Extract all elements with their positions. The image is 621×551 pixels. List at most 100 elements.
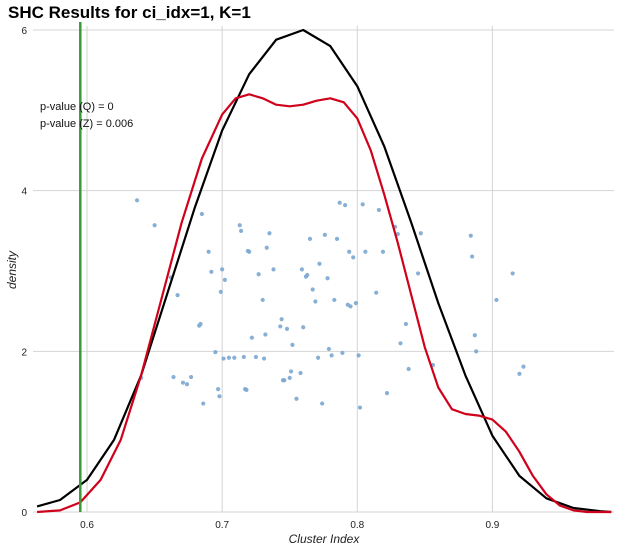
data-point xyxy=(206,249,211,254)
data-point xyxy=(288,369,294,374)
data-point xyxy=(376,207,381,213)
data-point xyxy=(290,342,295,348)
data-point xyxy=(264,245,269,250)
data-point xyxy=(380,249,386,254)
data-point xyxy=(287,375,292,380)
data-point xyxy=(261,356,267,361)
data-point xyxy=(343,203,348,208)
data-point xyxy=(320,401,325,406)
data-point xyxy=(357,405,363,410)
data-point xyxy=(348,304,353,309)
black-density-line xyxy=(36,28,612,514)
y-tick-label: 6 xyxy=(21,26,27,37)
data-point xyxy=(221,356,226,361)
data-point xyxy=(468,233,473,238)
data-point xyxy=(263,332,268,337)
x-tick-label: 0.6 xyxy=(80,520,94,531)
data-point xyxy=(337,200,342,205)
red-density-line xyxy=(37,93,612,514)
data-point xyxy=(351,255,356,260)
data-point xyxy=(363,249,368,254)
data-point xyxy=(249,335,254,340)
data-point xyxy=(134,198,140,203)
data-point xyxy=(256,272,261,277)
x-tick-label: 0.8 xyxy=(350,520,364,531)
data-point xyxy=(317,261,322,266)
data-point xyxy=(220,267,225,272)
data-point xyxy=(271,267,276,272)
data-point xyxy=(217,394,222,399)
data-point xyxy=(307,236,313,241)
data-point xyxy=(332,297,337,303)
data-point xyxy=(353,301,359,306)
data-point xyxy=(315,355,321,360)
data-point xyxy=(395,231,400,237)
data-point xyxy=(329,353,334,358)
data-point xyxy=(470,254,475,259)
data-point xyxy=(340,350,345,356)
data-point xyxy=(284,326,290,331)
scatter-points xyxy=(134,198,526,410)
data-point xyxy=(171,374,176,380)
data-point xyxy=(247,249,252,254)
tick-labels: 0 2 4 6 0.6 0.7 0.8 0.9 xyxy=(21,26,499,531)
data-point xyxy=(334,236,340,241)
data-point xyxy=(232,355,237,360)
data-point xyxy=(472,333,477,338)
data-point xyxy=(198,321,203,327)
data-point xyxy=(184,382,190,387)
data-point xyxy=(398,341,403,346)
data-point xyxy=(418,231,423,236)
data-point xyxy=(384,391,390,396)
data-point xyxy=(226,355,232,360)
data-point xyxy=(278,324,283,329)
y-tick-label: 0 xyxy=(21,508,27,519)
data-point xyxy=(374,290,379,295)
data-point xyxy=(325,276,330,281)
x-tick-label: 0.9 xyxy=(485,520,499,531)
data-point xyxy=(403,321,409,327)
y-tick-label: 2 xyxy=(21,347,27,358)
data-point xyxy=(244,387,249,392)
data-point xyxy=(313,299,318,304)
x-tick-label: 0.7 xyxy=(215,520,229,531)
data-point xyxy=(356,353,361,358)
data-point xyxy=(209,269,214,274)
data-point xyxy=(237,223,242,228)
y-tick-label: 4 xyxy=(21,187,27,198)
data-point xyxy=(298,370,303,376)
chart-title: SHC Results for ci_idx=1, K=1 xyxy=(8,3,251,22)
data-point xyxy=(406,366,411,372)
data-point xyxy=(267,231,272,236)
x-axis-label: Cluster Index xyxy=(289,532,361,546)
data-point xyxy=(521,364,526,369)
data-point xyxy=(360,202,365,207)
data-point xyxy=(510,271,515,276)
data-point xyxy=(152,223,157,228)
data-point xyxy=(188,374,194,380)
data-point xyxy=(213,350,218,355)
y-axis-label: density xyxy=(5,250,19,289)
data-point xyxy=(415,271,421,276)
data-point xyxy=(282,378,287,383)
data-point xyxy=(301,325,306,330)
data-point xyxy=(474,349,479,354)
data-point xyxy=(253,354,259,360)
data-point xyxy=(326,346,332,352)
p-value-q-annotation: p-value (Q) = 0 xyxy=(40,101,114,113)
data-point xyxy=(222,277,227,282)
data-point xyxy=(260,297,265,303)
density-lines xyxy=(36,28,612,514)
data-point xyxy=(299,267,304,272)
data-point xyxy=(305,272,310,278)
data-point xyxy=(238,228,244,233)
data-point xyxy=(218,289,223,294)
data-point xyxy=(201,401,206,406)
data-point xyxy=(279,317,284,322)
data-point xyxy=(517,371,522,376)
data-point xyxy=(180,380,186,385)
data-point xyxy=(199,211,204,217)
data-point xyxy=(216,386,221,392)
data-point xyxy=(347,249,352,254)
